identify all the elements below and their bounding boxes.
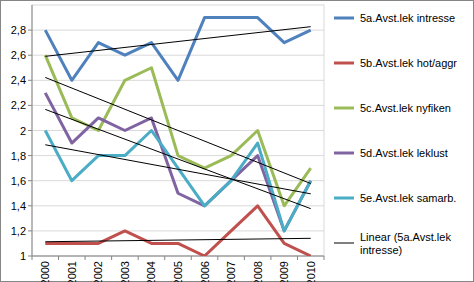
legend-label: 5e.Avst.lek samarb. [360, 192, 456, 204]
legend-line: 5e.Avst.lek samarb. [360, 192, 456, 204]
x-tick-label: 2010 [305, 261, 317, 282]
x-tick-label: 2004 [145, 261, 157, 282]
legend-swatch [334, 243, 354, 244]
y-tick-label: 1,8 [11, 150, 26, 162]
series-line [45, 18, 310, 81]
legend-label: 5b.Avst.lek hot/aggr [360, 57, 457, 69]
tick-mark [28, 130, 32, 131]
x-tick [111, 256, 112, 260]
trendline [45, 77, 310, 183]
x-tick [324, 256, 325, 260]
tick-mark [28, 55, 32, 56]
legend-label: 5d.Avst.lek leklust [360, 147, 448, 159]
x-tick-label: 2007 [225, 261, 237, 282]
tick-mark [28, 180, 32, 181]
y-tick-label: 2,8 [11, 24, 26, 36]
series-line [45, 93, 310, 231]
tick-mark [28, 205, 32, 206]
trendline [45, 145, 310, 194]
y-tick-label: 1,2 [11, 225, 26, 237]
trendline [45, 109, 310, 208]
x-tick-label: 2006 [199, 261, 211, 282]
plot-frame [32, 5, 324, 256]
legend-line: intresse) [360, 244, 402, 256]
tick-mark [28, 80, 32, 81]
trendline [45, 27, 310, 57]
legend-line: Linear (5a.Avst.lek [360, 231, 454, 243]
x-tick [191, 256, 192, 260]
y-tick-label: 1,4 [11, 200, 26, 212]
grid-line [32, 256, 324, 257]
x-tick-label: 2000 [39, 261, 51, 282]
trendline [45, 238, 310, 241]
chart: 1 1,2 1,4 1,6 1,8 2 2,2 2,4 2,6 2,8 2000 2001 2002 20… [0, 0, 474, 282]
chart-border [1, 1, 474, 282]
legend-swatch [334, 152, 354, 155]
series-line [45, 131, 310, 231]
x-tick [244, 256, 245, 260]
grid-line [32, 105, 324, 106]
x-tick [32, 256, 33, 260]
x-tick [138, 256, 139, 260]
grid-line [32, 55, 324, 56]
plot-marks [45, 18, 310, 256]
grid-line [32, 230, 324, 231]
x-tick [270, 256, 271, 260]
grid-line [32, 205, 324, 206]
legend-line: 5d.Avst.lek leklust [360, 147, 448, 159]
legend-line: 5a.Avst.lek intresse [360, 12, 455, 24]
x-tick [297, 256, 298, 260]
grid-line [32, 180, 324, 181]
legend-swatch [334, 62, 354, 65]
tick-mark [28, 30, 32, 31]
legend-swatch [334, 107, 354, 110]
y-tick-label: 2,4 [11, 74, 26, 86]
x-tick [164, 256, 165, 260]
tick-mark [28, 230, 32, 231]
legend-swatch [334, 17, 354, 20]
legend-label: Linear (5a.Avst.lek intresse) [360, 231, 454, 256]
x-tick-label: 2009 [278, 261, 290, 282]
y-tick-label: 2,6 [11, 49, 26, 61]
tick-mark [28, 256, 32, 257]
x-tick-label: 2002 [92, 261, 104, 282]
legend-line: 5b.Avst.lek hot/aggr [360, 57, 457, 69]
x-tick-label: 2008 [252, 261, 264, 282]
x-tick-label: 2003 [119, 261, 131, 282]
legend-line: 5c.Avst.lek nyfiken [360, 102, 451, 114]
legend-label: 5c.Avst.lek nyfiken [360, 102, 451, 114]
y-tick-label: 1,6 [11, 175, 26, 187]
x-tick [85, 256, 86, 260]
x-tick [217, 256, 218, 260]
x-axis [32, 256, 324, 257]
y-axis [32, 5, 33, 256]
y-tick-label: 1 [20, 250, 26, 262]
x-tick-label: 2005 [172, 261, 184, 282]
legend-label: 5a.Avst.lek intresse [360, 12, 455, 24]
legend-swatch [334, 197, 354, 200]
tick-mark [28, 155, 32, 156]
series-line [45, 206, 310, 256]
y-tick-label: 2 [20, 125, 26, 137]
tick-mark [28, 105, 32, 106]
x-tick-label: 2001 [66, 261, 78, 282]
y-tick-label: 2,2 [11, 99, 26, 111]
x-tick [58, 256, 59, 260]
